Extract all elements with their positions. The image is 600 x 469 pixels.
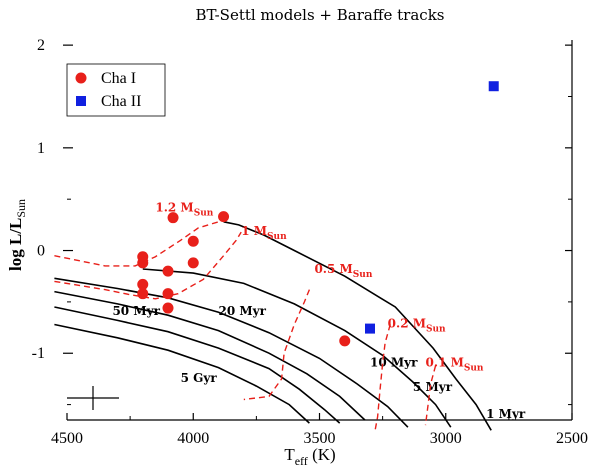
mass-track-label: 1.2 MSun — [155, 201, 213, 219]
legend: Cha I Cha II — [66, 63, 166, 117]
y-ticks: -1 0 1 2 — [32, 37, 572, 406]
mass-track-line — [243, 289, 311, 401]
y-axis-label-main: log L/L — [6, 218, 25, 271]
isochrone-line — [54, 290, 366, 421]
legend-cha-ii-marker — [76, 96, 86, 106]
cha-i-point — [137, 257, 149, 269]
data-points — [137, 81, 499, 347]
x-tick-label: 3000 — [430, 430, 462, 447]
isochrone-line — [142, 268, 452, 428]
cha-i-point — [187, 235, 199, 247]
mass-track-label: 0.1 MSun — [426, 356, 484, 374]
x-tick-label: 4000 — [177, 430, 209, 447]
isochrone-label: 20 Myr — [219, 304, 267, 318]
isochrone-label: 1 Myr — [486, 407, 526, 421]
legend-cha-i-label: Cha I — [101, 70, 136, 87]
isochrone-line — [54, 306, 341, 424]
x-axis-label-unit: (K) — [308, 445, 336, 464]
x-tick-label: 4500 — [51, 430, 83, 447]
cha-i-point — [218, 211, 230, 223]
isochrones: 1 Myr 5 Myr 10 Myr 20 Myr 50 Myr 5 Gyr — [54, 221, 526, 431]
x-axis-label: Teff (K) — [284, 445, 335, 468]
chart-title: BT-Settl models + Baraffe tracks — [196, 6, 445, 24]
isochrone-line — [54, 277, 409, 428]
cha-ii-point — [365, 323, 375, 334]
cha-i-point — [187, 257, 199, 269]
isochrone-label: 5 Gyr — [181, 371, 218, 385]
isochrone-line — [54, 323, 310, 424]
mass-track-line — [424, 365, 437, 426]
cha-i-point — [137, 288, 149, 300]
y-axis-label-sub: Sun — [14, 199, 28, 218]
x-ticks: 4500 4000 3500 3000 2500 — [51, 413, 588, 447]
mass-track-line — [374, 324, 391, 431]
mass-track-label: 0.5 MSun — [314, 262, 372, 280]
cha-i-point — [162, 302, 174, 314]
mass-track-line — [54, 231, 242, 300]
isochrone-line — [223, 221, 492, 431]
mass-track-label: 1 MSun — [241, 224, 287, 242]
y-tick-label: 2 — [37, 37, 45, 54]
isochrone-label: 10 Myr — [370, 356, 418, 370]
cha-i-point — [167, 212, 179, 224]
cha-i-point — [339, 335, 351, 347]
isochrone-label: 5 Myr — [413, 380, 453, 394]
x-tick-label: 3500 — [304, 430, 336, 447]
x-tick-label: 2500 — [556, 430, 588, 447]
isochrone-label: 50 Myr — [112, 304, 160, 318]
cha-i-point — [162, 265, 174, 277]
legend-cha-ii-label: Cha II — [101, 93, 141, 110]
cha-i-point — [137, 278, 149, 290]
legend-box — [66, 63, 166, 117]
mass-track-line — [54, 221, 219, 267]
y-tick-label: 1 — [37, 140, 45, 157]
mass-track-label: 0.2 MSun — [388, 317, 446, 335]
legend-cha-i-marker — [75, 72, 87, 84]
y-tick-label: 0 — [37, 243, 45, 260]
x-axis-label-sub: eff — [295, 454, 308, 468]
mass-tracks: 1.2 MSun 1 MSun 0.5 MSun 0.2 MSun 0.1 MSun — [54, 201, 484, 431]
error-bar — [67, 386, 119, 410]
y-axis-label: log L/LSun — [6, 199, 28, 271]
cha-i-point — [162, 288, 174, 300]
x-axis-label-main: T — [284, 445, 295, 464]
cha-ii-point — [488, 81, 499, 92]
y-tick-label: -1 — [32, 345, 45, 362]
